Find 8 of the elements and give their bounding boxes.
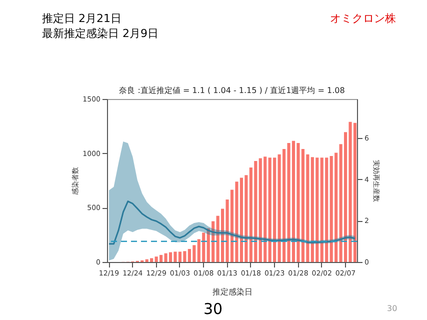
line-series <box>108 200 356 245</box>
text: 30 <box>387 304 398 313</box>
text: 最新推定感染日 2月9日 <box>42 27 158 40</box>
chart-title: 奈良 :直近推定値 = 1.1 ( 1.04 - 1.15 ) / 直近1週平均 = 1.08 <box>119 86 345 95</box>
x-axis-title: 推定感染日 <box>212 288 252 296</box>
text: 30 <box>203 300 223 318</box>
text: 推定日 2月21日 <box>42 12 122 25</box>
text: オミクロン株 <box>330 12 396 25</box>
